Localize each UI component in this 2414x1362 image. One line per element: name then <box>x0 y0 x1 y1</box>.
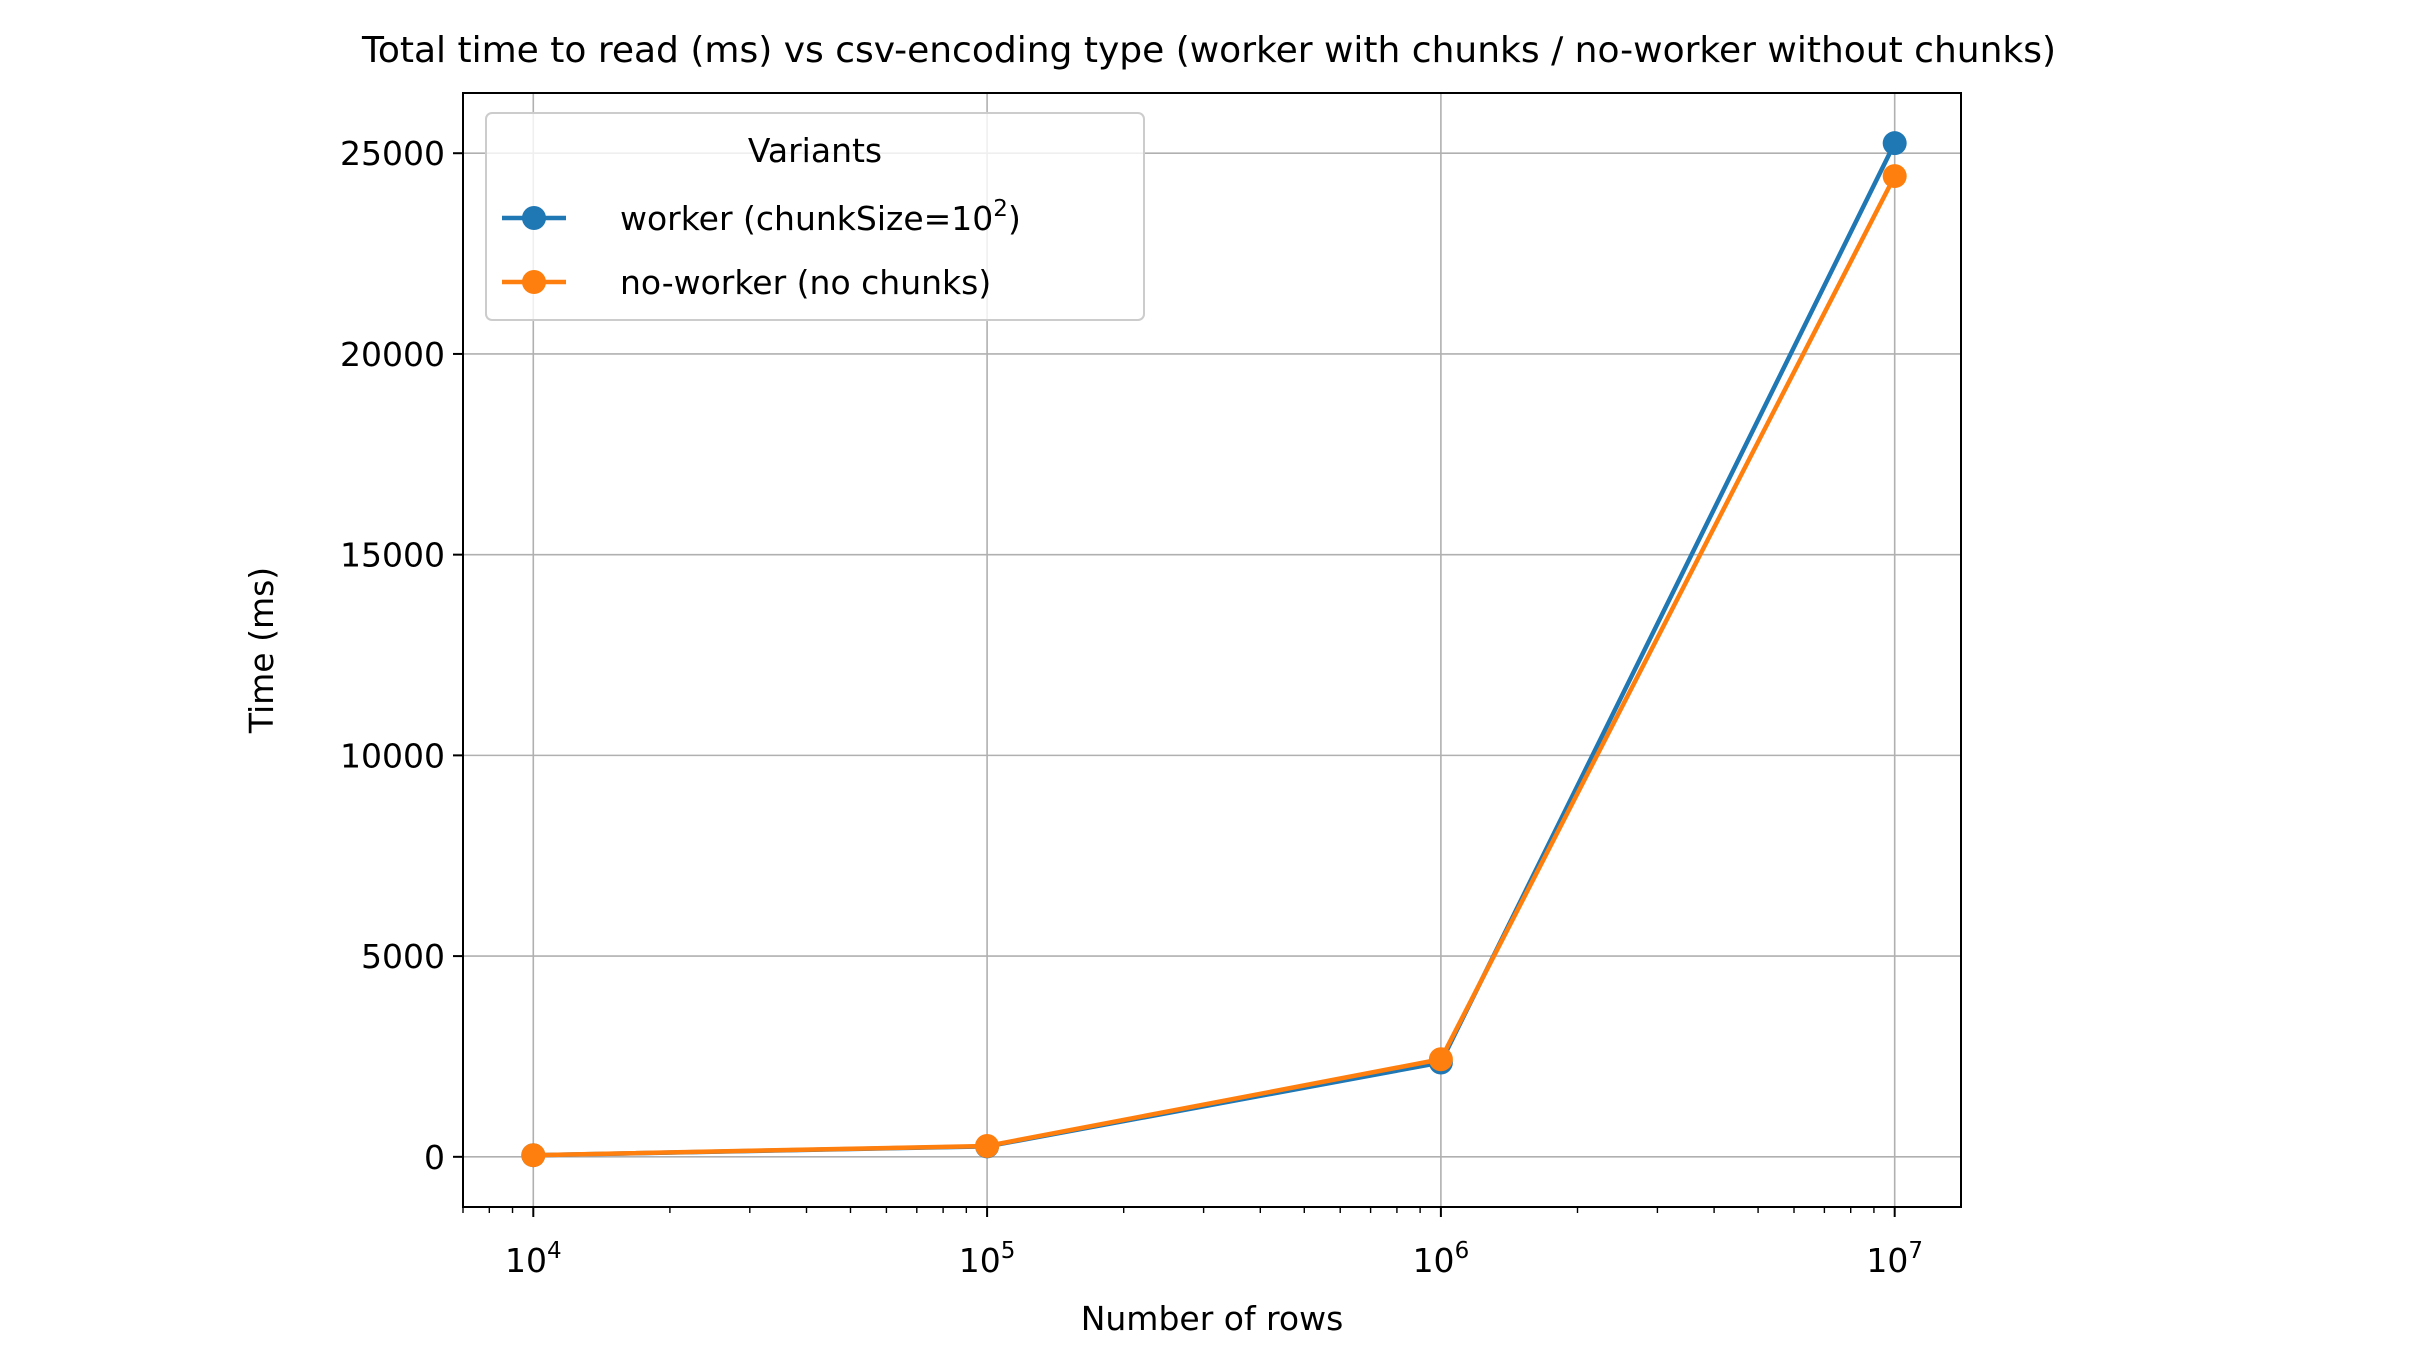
y-axis-label: Time (ms) <box>242 567 281 734</box>
legend-box <box>485 112 1145 321</box>
data-point <box>1882 131 1907 156</box>
series-layer <box>521 131 1907 1168</box>
data-point <box>1428 1047 1453 1072</box>
x-axis-label: Number of rows <box>1081 1299 1344 1338</box>
legend-marker <box>522 270 546 294</box>
legend-entries: worker (chunkSize=102) no-worker (no chun… <box>502 196 1021 302</box>
x-tick-label: 104 <box>505 1238 562 1280</box>
series-line <box>531 173 1897 1158</box>
legend-label: worker (chunkSize=102) <box>620 196 1021 238</box>
axes: 104 105 106 107 0 5000 10000 15000 20000 25000 <box>340 134 1923 1280</box>
x-tick-label: 105 <box>959 1238 1016 1280</box>
plot-frame <box>462 92 1962 1208</box>
y-tick-label: 25000 <box>340 134 445 173</box>
y-tick-label: 0 <box>424 1138 445 1177</box>
legend-title: Variants <box>748 131 882 170</box>
legend: Variants worker (chunkSize=102) no-worker… <box>485 112 1145 321</box>
legend-marker <box>522 206 546 230</box>
legend-label: no-worker (no chunks) <box>620 263 991 302</box>
y-tick-label: 15000 <box>340 536 445 575</box>
data-point <box>521 1143 546 1168</box>
y-tick-label: 10000 <box>340 736 445 775</box>
y-tick-label: 5000 <box>361 937 445 976</box>
chart-title: Total time to read (ms) vs csv-encoding … <box>361 30 2056 71</box>
data-point <box>1882 164 1907 189</box>
x-tick-label: 106 <box>1413 1238 1470 1280</box>
x-tick-label: 107 <box>1866 1238 1923 1280</box>
data-point <box>975 1133 1000 1158</box>
y-tick-label: 20000 <box>340 335 445 374</box>
